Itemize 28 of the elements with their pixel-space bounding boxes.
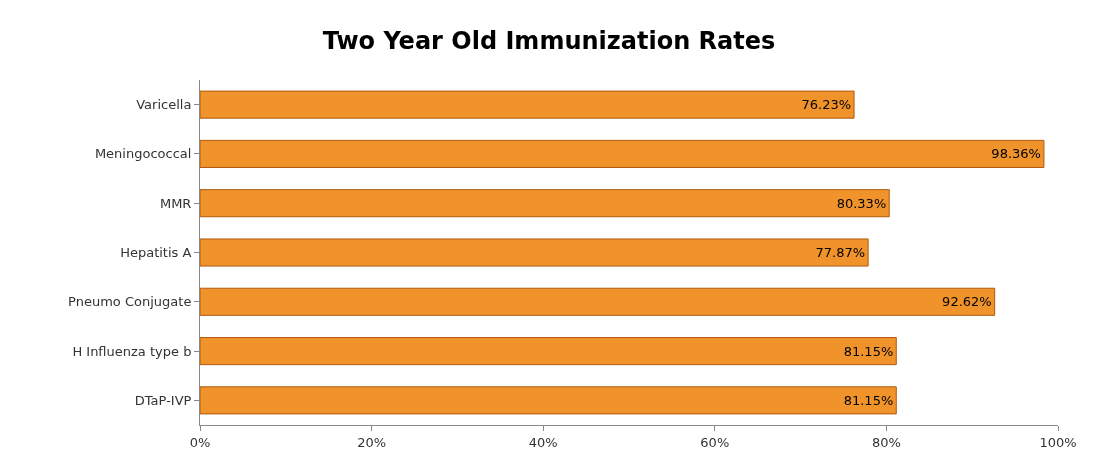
- y-tick-label: H Influenza type b: [72, 343, 192, 359]
- y-tick-label: DTaP-IVP: [134, 392, 192, 408]
- chart-title: Two Year Old Immunization Rates: [322, 27, 776, 56]
- y-tick-label: Meningococcal: [94, 146, 192, 162]
- data-label: 77.87%: [815, 245, 866, 260]
- bar: [200, 139, 1045, 168]
- data-label: 81.15%: [843, 392, 894, 408]
- x-tick-label: 0%: [189, 434, 211, 450]
- x-tick-label: 60%: [700, 434, 730, 450]
- data-label: 92.62%: [942, 294, 992, 310]
- y-tick-label: Varicella: [136, 97, 192, 113]
- x-tick-label: 100%: [1039, 434, 1077, 450]
- data-label: 81.15%: [843, 343, 894, 359]
- x-tick-label: 80%: [871, 434, 901, 450]
- bar: [200, 189, 890, 218]
- bar: [200, 238, 869, 267]
- bar: [200, 287, 996, 316]
- y-tick-label: MMR: [159, 195, 192, 211]
- data-label: 76.23%: [801, 97, 852, 113]
- bar: [200, 386, 897, 415]
- x-tick-label: 40%: [528, 434, 558, 450]
- bar: [200, 337, 897, 366]
- data-label: 98.36%: [991, 146, 1041, 162]
- y-tick-label: Hepatitis A: [120, 245, 192, 261]
- y-tick-label: Pneumo Conjugate: [68, 294, 192, 310]
- bar: [200, 90, 855, 119]
- x-tick-label: 20%: [357, 434, 387, 450]
- data-label: 80.33%: [836, 195, 887, 211]
